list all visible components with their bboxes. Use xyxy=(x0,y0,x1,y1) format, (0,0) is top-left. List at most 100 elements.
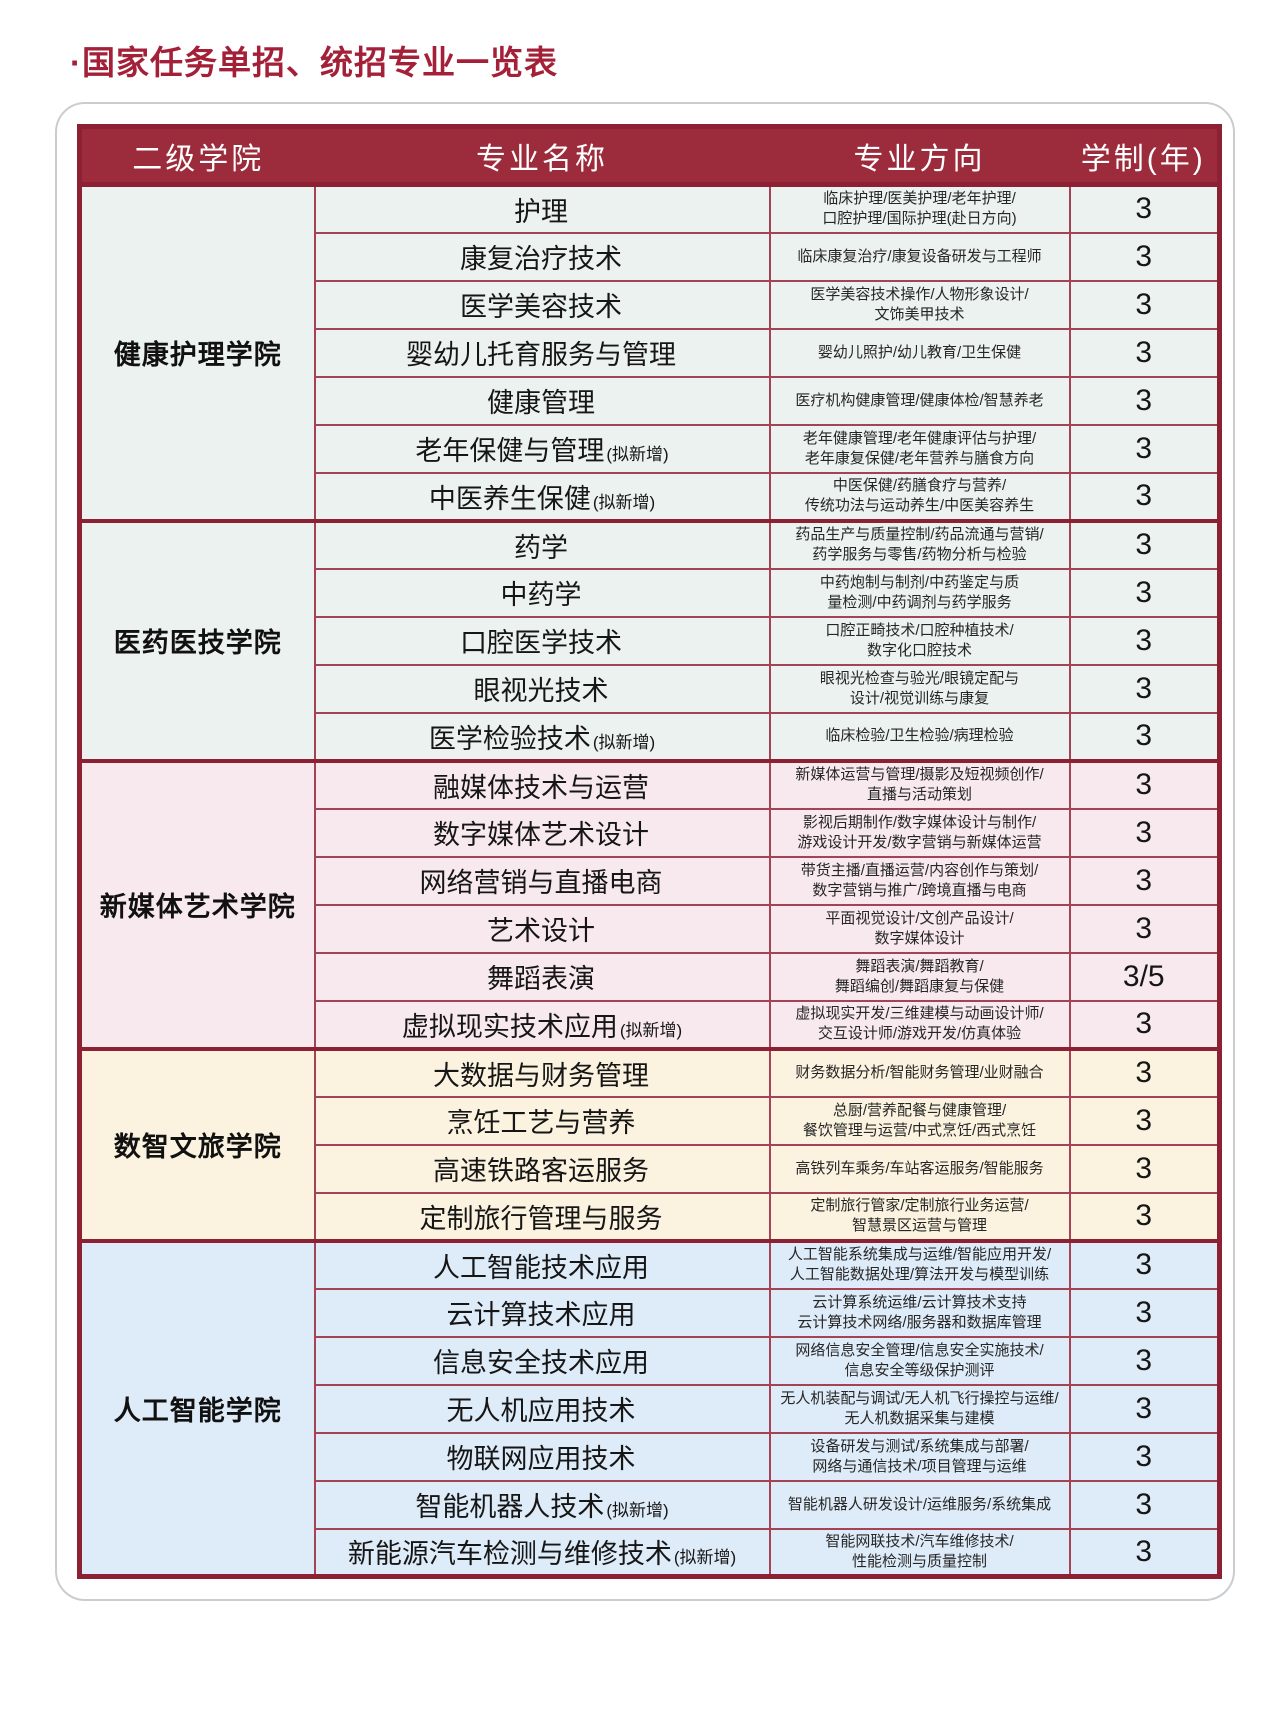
study-years-cell: 3 xyxy=(1068,423,1221,474)
major-name: 老年保健与管理 xyxy=(415,436,605,466)
study-years-cell: 3 xyxy=(1068,1383,1221,1434)
table-row: 信息安全技术应用 网络信息安全管理/信息安全实施技术/ 信息安全等级保护测评 3 xyxy=(80,1335,1221,1386)
major-direction-cell: 医学美容技术操作/人物形象设计/ 文饰美甲技术 xyxy=(768,279,1071,330)
table-row: 医学检验技术 (拟新增) 临床检验/卫生检验/病理检验 3 xyxy=(80,711,1221,762)
table-row: 无人机应用技术 无人机装配与调试/无人机飞行操控与运维/ 无人机数据采集与建模 … xyxy=(80,1383,1221,1434)
page-title: ·国家任务单招、统招专业一览表 xyxy=(70,44,558,81)
college-section: 新媒体艺术学院 融媒体技术与运营 新媒体运营与管理/摄影及短视频创作/ 直播与活… xyxy=(78,758,1221,1050)
study-years-cell: 3 xyxy=(1068,807,1221,858)
study-years-cell: 3 xyxy=(1068,1479,1221,1530)
major-name-cell: 虚拟现实技术应用 (拟新增) xyxy=(313,999,771,1050)
major-name-cell: 数字媒体艺术设计 xyxy=(313,807,771,858)
header-major-name: 专业名称 xyxy=(314,126,770,187)
major-direction-cell: 无人机装配与调试/无人机飞行操控与运维/ 无人机数据采集与建模 xyxy=(768,1383,1071,1434)
study-years-cell: 3 xyxy=(1068,1527,1221,1578)
major-name-cell: 高速铁路客运服务 xyxy=(313,1143,771,1194)
major-name-cell: 口腔医学技术 xyxy=(313,615,771,666)
study-years-cell: 3 xyxy=(1068,1238,1221,1290)
major-name: 新能源汽车检测与维修技术 xyxy=(347,1539,672,1570)
major-note: (拟新增) xyxy=(606,1501,669,1520)
major-name: 网络营销与直播电商 xyxy=(419,868,663,898)
major-name: 信息安全技术应用 xyxy=(433,1348,649,1378)
table-row: 数字媒体艺术设计 影视后期制作/数字媒体设计与制作/ 游戏设计开发/数字营销与新… xyxy=(80,807,1221,858)
major-name-cell: 老年保健与管理 (拟新增) xyxy=(313,423,771,474)
major-name-cell: 大数据与财务管理 xyxy=(313,1046,771,1098)
major-direction-cell: 虚拟现实开发/三维建模与动画设计师/ 交互设计师/游戏开发/仿真体验 xyxy=(768,999,1071,1050)
study-years-cell: 3 xyxy=(1068,471,1221,522)
table-row: 云计算技术应用 云计算系统运维/云计算技术支持 云计算技术网络/服务器和数据库管… xyxy=(80,1287,1221,1338)
table-row: 医学美容技术 医学美容技术操作/人物形象设计/ 文饰美甲技术 3 xyxy=(80,279,1221,330)
major-direction-cell: 财务数据分析/智能财务管理/业财融合 xyxy=(768,1046,1071,1098)
table-row: 婴幼儿托育服务与管理 婴幼儿照护/幼儿教育/卫生保健 3 xyxy=(80,327,1221,378)
major-direction-cell: 老年健康管理/老年健康评估与护理/ 老年康复保健/老年营养与膳食方向 xyxy=(768,423,1071,474)
major-name-cell: 人工智能技术应用 xyxy=(313,1238,771,1290)
major-note: (拟新增) xyxy=(592,492,656,512)
table-row: 舞蹈表演 舞蹈表演/舞蹈教育/ 舞蹈编创/舞蹈康复与保健 3/5 xyxy=(80,951,1221,1002)
major-name: 康复治疗技术 xyxy=(460,244,622,274)
major-note: (拟新增) xyxy=(619,1020,683,1040)
major-direction-cell: 网络信息安全管理/信息安全实施技术/ 信息安全等级保护测评 xyxy=(768,1335,1071,1386)
table-row: 健康护理学院 护理 临床护理/医美护理/老年护理/ 口腔护理/国际护理(赴日方向… xyxy=(78,182,1221,522)
table-row: 新能源汽车检测与维修技术 (拟新增) 智能网联技术/汽车维修技术/ 性能检测与质量… xyxy=(80,1527,1221,1578)
major-name-cell: 无人机应用技术 xyxy=(313,1383,771,1434)
major-direction-cell: 婴幼儿照护/幼儿教育/卫生保健 xyxy=(768,327,1071,378)
major-name-cell: 物联网应用技术 xyxy=(313,1431,771,1482)
table-row: 新媒体艺术学院 融媒体技术与运营 新媒体运营与管理/摄影及短视频创作/ 直播与活… xyxy=(78,758,1221,1050)
major-name-cell: 智能机器人技术 (拟新增) xyxy=(313,1479,771,1530)
study-years-cell: 3 xyxy=(1068,1191,1221,1242)
major-name: 婴幼儿托育服务与管理 xyxy=(406,340,676,370)
major-direction-cell: 临床护理/医美护理/老年护理/ 口腔护理/国际护理(赴日方向) xyxy=(768,182,1071,234)
table-row: 物联网应用技术 设备研发与测试/系统集成与部署/ 网络与通信技术/项目管理与运维… xyxy=(80,1431,1221,1482)
major-name-cell: 新能源汽车检测与维修技术 (拟新增) xyxy=(313,1527,771,1578)
major-name: 融媒体技术与运营 xyxy=(433,772,649,803)
major-name-cell: 健康管理 xyxy=(313,375,771,426)
header-college: 二级学院 xyxy=(79,126,315,187)
major-name: 智能机器人技术 xyxy=(415,1492,605,1522)
college-section: 医药医技学院 药学 药品生产与质量控制/药品流通与营销/ 药学服务与零售/药物分… xyxy=(78,518,1221,762)
major-direction-cell: 眼视光检查与验光/眼镜定配与 设计/视觉训练与康复 xyxy=(768,663,1071,714)
majors-table: 二级学院 专业名称 专业方向 学制(年) 健康护理学院 护理 临床护理/医美护理… xyxy=(77,124,1222,1579)
major-direction-cell: 带货主播/直播运营/内容创作与策划/ 数字营销与推广/跨境直播与电商 xyxy=(768,855,1071,906)
major-name-cell: 中医养生保健 (拟新增) xyxy=(313,471,771,522)
major-direction-cell: 药品生产与质量控制/药品流通与营销/ 药学服务与零售/药物分析与检验 xyxy=(768,518,1071,570)
major-name-cell: 舞蹈表演 xyxy=(313,951,771,1002)
table-row: 中医养生保健 (拟新增) 中医保健/药膳食疗与营养/ 传统功法与运动养生/中医美容… xyxy=(80,471,1221,522)
major-name: 物联网应用技术 xyxy=(446,1444,636,1474)
major-direction-cell: 平面视觉设计/文创产品设计/ 数字媒体设计 xyxy=(768,903,1071,954)
college-section: 健康护理学院 护理 临床护理/医美护理/老年护理/ 口腔护理/国际护理(赴日方向… xyxy=(78,182,1221,522)
college-name-cell: 医药医技学院 xyxy=(78,518,316,762)
study-years-cell: 3/5 xyxy=(1068,951,1221,1002)
study-years-cell: 3 xyxy=(1068,855,1221,906)
table-row: 人工智能学院 人工智能技术应用 人工智能系统集成与运维/智能应用开发/ 人工智能… xyxy=(78,1238,1221,1578)
major-name: 虚拟现实技术应用 xyxy=(401,1011,618,1042)
major-name: 眼视光技术 xyxy=(473,676,609,706)
college-name-cell: 数智文旅学院 xyxy=(78,1046,316,1242)
major-name: 护理 xyxy=(514,196,568,227)
college-section: 人工智能学院 人工智能技术应用 人工智能系统集成与运维/智能应用开发/ 人工智能… xyxy=(78,1238,1221,1578)
table-row: 康复治疗技术 临床康复治疗/康复设备研发与工程师 3 xyxy=(80,231,1221,282)
study-years-cell: 3 xyxy=(1068,711,1221,762)
study-years-cell: 3 xyxy=(1068,615,1221,666)
major-name: 药学 xyxy=(514,532,568,563)
major-direction-cell: 中药炮制与制剂/中药鉴定与质 量检测/中药调剂与药学服务 xyxy=(768,567,1071,618)
major-name: 人工智能技术应用 xyxy=(433,1252,649,1283)
major-note: (拟新增) xyxy=(592,732,656,752)
college-name-cell: 新媒体艺术学院 xyxy=(78,758,316,1050)
table-header: 二级学院 专业名称 专业方向 学制(年) xyxy=(79,126,1220,187)
major-name: 艺术设计 xyxy=(487,916,595,946)
study-years-cell: 3 xyxy=(1068,1431,1221,1482)
major-direction-cell: 高铁列车乘务/车站客运服务/智能服务 xyxy=(768,1143,1071,1194)
study-years-cell: 3 xyxy=(1068,663,1221,714)
study-years-cell: 3 xyxy=(1068,1287,1221,1338)
major-name-cell: 医学美容技术 xyxy=(313,279,771,330)
major-name-cell: 网络营销与直播电商 xyxy=(313,855,771,906)
table-row: 定制旅行管理与服务 定制旅行管家/定制旅行业务运营/ 智慧景区运营与管理 3 xyxy=(80,1191,1221,1242)
major-name-cell: 定制旅行管理与服务 xyxy=(313,1191,771,1242)
table-row: 眼视光技术 眼视光检查与验光/眼镜定配与 设计/视觉训练与康复 3 xyxy=(80,663,1221,714)
major-direction-cell: 临床康复治疗/康复设备研发与工程师 xyxy=(768,231,1071,282)
study-years-cell: 3 xyxy=(1068,903,1221,954)
table-row: 智能机器人技术 (拟新增) 智能机器人研发设计/运维服务/系统集成 3 xyxy=(80,1479,1221,1530)
major-name-cell: 中药学 xyxy=(313,567,771,618)
major-direction-cell: 新媒体运营与管理/摄影及短视频创作/ 直播与活动策划 xyxy=(768,758,1071,810)
college-name-cell: 健康护理学院 xyxy=(78,182,316,522)
